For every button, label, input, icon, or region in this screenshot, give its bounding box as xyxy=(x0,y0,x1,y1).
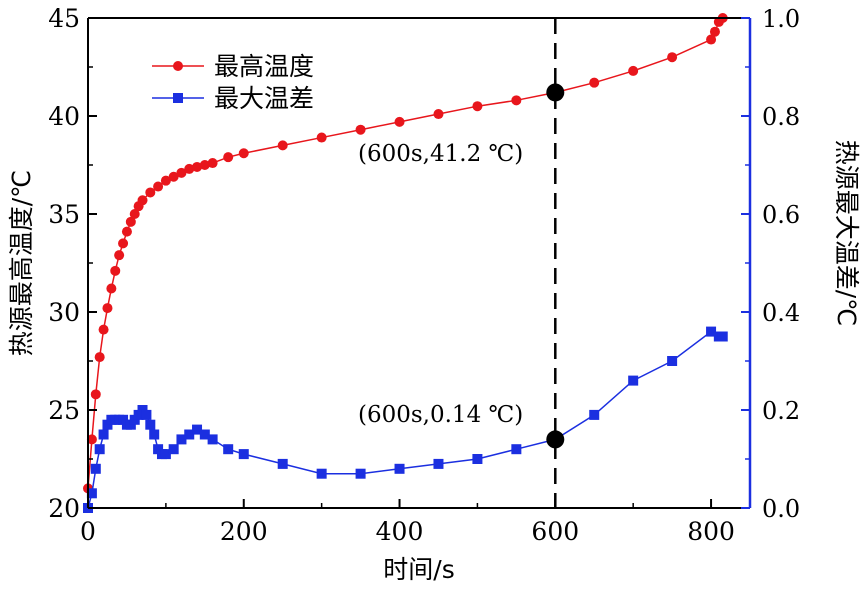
data-point-max-diff xyxy=(717,331,728,342)
data-point-max-temp xyxy=(667,52,678,63)
annotation-max-temp: (600s,41.2 ℃) xyxy=(358,141,523,167)
data-point-max-diff xyxy=(238,449,249,460)
data-point-max-diff xyxy=(223,444,234,455)
data-point-max-temp xyxy=(125,216,136,227)
data-point-max-temp xyxy=(160,175,171,186)
x-axis-title: 时间/s xyxy=(383,555,454,584)
data-point-max-temp xyxy=(90,389,101,400)
right-y-tick-label: 0.4 xyxy=(762,299,800,327)
data-point-max-temp xyxy=(277,140,288,151)
right-y-tick-label: 0.0 xyxy=(762,495,800,523)
data-point-max-diff xyxy=(149,429,160,440)
right-y-tick-label: 0.6 xyxy=(762,201,800,229)
data-point-max-diff xyxy=(316,468,327,479)
data-point-max-temp xyxy=(706,34,717,45)
left-y-tick-label: 40 xyxy=(48,102,80,131)
plot-marks xyxy=(83,13,728,513)
data-point-max-temp xyxy=(511,95,522,106)
data-point-max-diff xyxy=(472,454,483,464)
data-point-max-diff xyxy=(207,434,218,445)
data-point-max-temp xyxy=(176,167,187,178)
data-point-max-temp xyxy=(628,65,639,76)
legend-marker-max-temp xyxy=(173,61,183,71)
annotation-max-diff: (600s,0.14 ℃) xyxy=(358,402,523,428)
data-point-max-temp xyxy=(223,152,234,163)
data-point-max-temp xyxy=(207,158,218,169)
legend-label-max-diff: 最大温差 xyxy=(214,84,314,113)
data-point-max-diff xyxy=(433,458,444,469)
data-point-max-diff xyxy=(277,458,288,469)
data-point-max-temp xyxy=(433,109,444,120)
x-tick-label: 800 xyxy=(687,517,735,546)
data-point-max-diff xyxy=(90,463,101,474)
data-point-max-diff xyxy=(168,444,179,455)
axis-ticks: 0 200 400 600 800 20 25 30 35 40 45 0.0 0.2 0.4 0.6 0.8… xyxy=(48,4,800,546)
right-y-tick-label: 0.8 xyxy=(762,103,800,131)
data-point-max-diff xyxy=(98,429,109,440)
x-tick-label: 200 xyxy=(220,517,268,546)
data-point-max-temp xyxy=(118,238,129,249)
data-point-max-temp xyxy=(98,324,109,335)
left-y-tick-label: 30 xyxy=(48,298,80,327)
data-point-max-temp xyxy=(472,101,483,112)
data-point-max-diff xyxy=(706,326,717,337)
data-point-max-temp xyxy=(121,226,132,237)
data-point-max-temp xyxy=(394,116,405,127)
data-point-max-diff xyxy=(628,375,639,386)
data-point-max-temp xyxy=(153,181,164,192)
right-y-tick-label: 1.0 xyxy=(762,5,800,33)
data-point-max-temp xyxy=(238,148,249,159)
data-point-max-temp xyxy=(199,160,210,170)
x-tick-label: 400 xyxy=(376,517,424,546)
right-y-tick-label: 0.2 xyxy=(762,397,800,425)
data-point-max-temp xyxy=(137,195,148,206)
legend: 最高温度 最大温差 xyxy=(152,52,314,113)
data-point-max-temp xyxy=(114,250,125,261)
data-point-max-temp xyxy=(355,124,366,135)
data-point-max-temp xyxy=(94,352,105,363)
data-point-max-temp xyxy=(145,187,156,198)
data-point-max-temp xyxy=(110,265,121,276)
data-point-max-diff xyxy=(94,444,105,455)
legend-label-max-temp: 最高温度 xyxy=(214,52,314,81)
data-point-max-temp xyxy=(86,434,97,445)
left-y-tick-label: 20 xyxy=(48,494,80,523)
data-point-max-diff xyxy=(160,449,171,460)
highlight-point-max-diff xyxy=(546,430,565,449)
legend-item-max-diff: 最大温差 xyxy=(152,84,314,113)
data-point-max-temp xyxy=(709,26,720,37)
series-max-temp xyxy=(83,13,728,494)
legend-marker-max-diff xyxy=(173,93,183,103)
data-point-max-temp xyxy=(102,303,113,314)
data-point-max-temp xyxy=(192,161,203,172)
data-point-max-diff xyxy=(184,429,195,440)
data-point-max-temp xyxy=(316,132,327,143)
data-point-max-diff xyxy=(176,434,187,445)
left-y-tick-label: 25 xyxy=(48,396,80,425)
data-point-max-diff xyxy=(145,419,156,430)
data-point-max-diff xyxy=(511,444,522,455)
left-axis-title: 热源最高温度/℃ xyxy=(7,170,36,357)
x-tick-label: 0 xyxy=(80,517,96,546)
highlight-point-max-temp xyxy=(546,83,565,102)
data-point-max-diff xyxy=(141,409,152,420)
data-point-max-diff xyxy=(394,463,405,474)
data-point-max-diff xyxy=(192,424,203,435)
data-point-max-temp xyxy=(129,209,140,219)
data-point-max-temp xyxy=(589,77,600,88)
data-point-max-diff xyxy=(86,488,97,499)
left-y-tick-label: 45 xyxy=(48,4,80,33)
data-point-max-diff xyxy=(199,429,210,440)
data-point-max-diff xyxy=(667,356,678,366)
x-tick-label: 600 xyxy=(531,517,579,546)
left-y-tick-label: 35 xyxy=(48,200,80,229)
data-point-max-temp xyxy=(184,163,195,174)
legend-item-max-temp: 最高温度 xyxy=(152,52,314,81)
data-point-max-temp xyxy=(168,171,179,182)
right-axis-title: 热源最大温差/℃ xyxy=(832,140,860,327)
data-point-max-diff xyxy=(589,409,600,420)
data-point-max-temp xyxy=(106,283,117,294)
data-point-max-diff xyxy=(355,468,366,479)
